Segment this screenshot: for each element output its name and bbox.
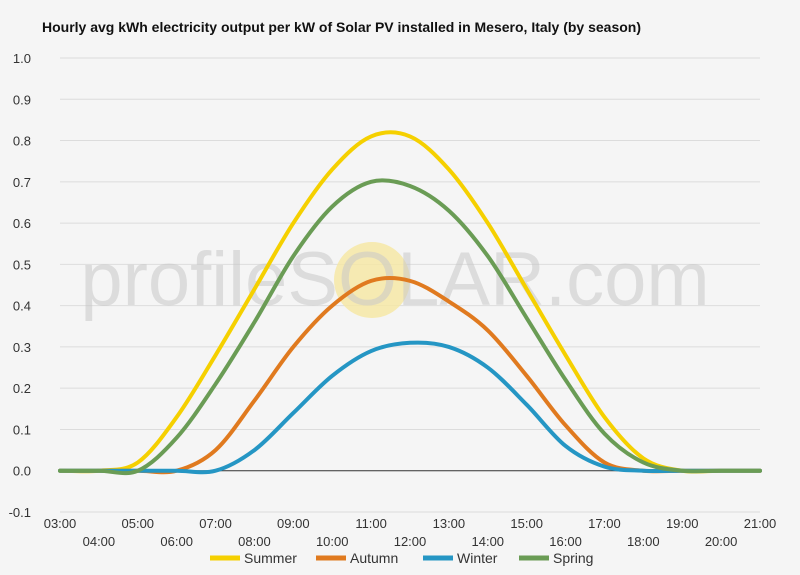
legend-label-spring: Spring — [553, 550, 593, 566]
series-line-summer — [58, 130, 762, 474]
chart-title: Hourly avg kWh electricity output per kW… — [42, 19, 642, 35]
watermark: profileSOLAR.com — [80, 237, 709, 322]
y-tick-label: 0.3 — [13, 340, 31, 355]
legend-label-winter: Winter — [457, 550, 498, 566]
x-tick-label: 13:00 — [433, 516, 466, 531]
x-tick-label: 10:00 — [316, 534, 349, 549]
x-tick-label: 17:00 — [588, 516, 621, 531]
y-tick-label: 0.5 — [13, 257, 31, 272]
x-tick-label: 12:00 — [394, 534, 427, 549]
x-tick-label: 15:00 — [510, 516, 543, 531]
x-tick-label: 14:00 — [472, 534, 505, 549]
y-tick-label: 0.8 — [13, 134, 31, 149]
x-tick-label: 21:00 — [744, 516, 777, 531]
legend-label-autumn: Autumn — [350, 550, 398, 566]
x-tick-label: 11:00 — [355, 516, 387, 531]
y-tick-label: 0.4 — [13, 299, 31, 314]
x-tick-label: 20:00 — [705, 534, 738, 549]
x-tick-label: 08:00 — [238, 534, 271, 549]
x-tick-label: 18:00 — [627, 534, 660, 549]
legend: Summer Autumn Winter Spring — [210, 550, 593, 566]
x-tick-label: 04:00 — [83, 534, 116, 549]
y-tick-label: 0.6 — [13, 216, 31, 231]
x-tick-label: 16:00 — [549, 534, 582, 549]
y-tick-label: 0.1 — [13, 422, 31, 437]
x-tick-label: 06:00 — [160, 534, 193, 549]
x-tick-label: 05:00 — [122, 516, 155, 531]
x-tick-label: 07:00 — [199, 516, 232, 531]
x-tick-label: 09:00 — [277, 516, 310, 531]
x-tick-label: 19:00 — [666, 516, 699, 531]
y-tick-label: 0.2 — [13, 381, 31, 396]
series-line-winter — [58, 340, 762, 475]
x-tick-label: 03:00 — [44, 516, 77, 531]
series-line-spring — [58, 178, 762, 476]
y-tick-label: -0.1 — [9, 505, 31, 520]
y-tick-label: 0.0 — [13, 464, 31, 479]
legend-label-summer: Summer — [244, 550, 297, 566]
y-tick-label: 1.0 — [13, 51, 31, 66]
y-tick-label: 0.7 — [13, 175, 31, 190]
y-tick-label: 0.9 — [13, 92, 31, 107]
